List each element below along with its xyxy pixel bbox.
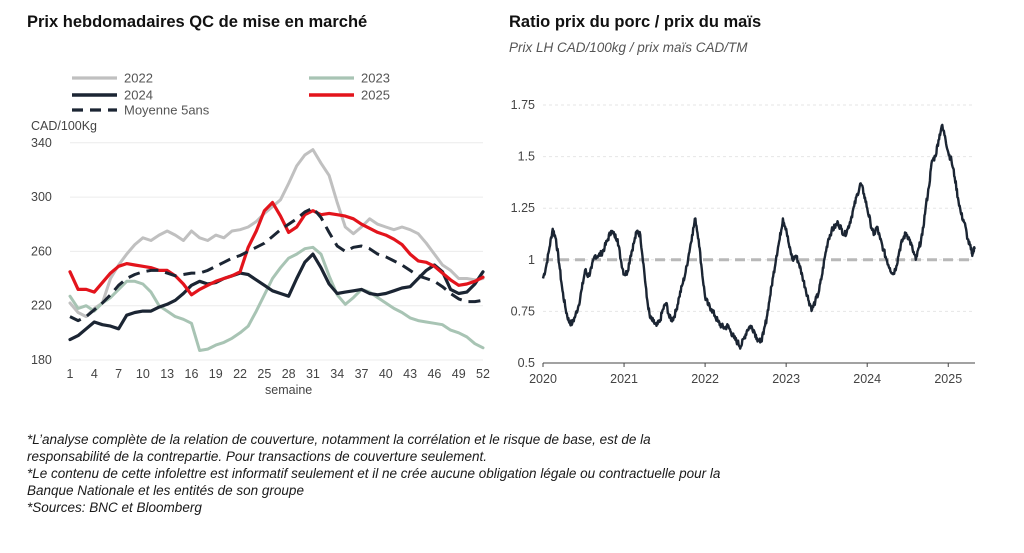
y-tick-label: 1.25 xyxy=(511,201,535,215)
x-tick-label: 31 xyxy=(306,367,320,381)
y-tick-label: 220 xyxy=(31,299,52,313)
x-tick-label: 2025 xyxy=(934,372,962,386)
legend-label: 2022 xyxy=(124,71,153,86)
x-tick-label: 19 xyxy=(209,367,223,381)
footnotes: *L’analyse complète de la relation de co… xyxy=(27,431,907,516)
y-tick-label: 180 xyxy=(31,353,52,367)
y-tick-label: 0.75 xyxy=(511,304,535,318)
y-tick-label: 1.75 xyxy=(511,98,535,112)
series-line-2025 xyxy=(68,200,485,297)
x-tick-label: 16 xyxy=(185,367,199,381)
footnote-line: *Le contenu de cette infolettre est info… xyxy=(27,466,721,481)
x-tick-label: 52 xyxy=(476,367,490,381)
x-tick-label: 4 xyxy=(91,367,98,381)
legend-label: 2025 xyxy=(361,88,390,103)
weekly-price-chart: 180 220 260 300 340 CAD/100Kg 1 4 7 10 13 16 19 22 25 2… xyxy=(31,71,490,398)
hog-corn-ratio-chart: 0.5 0.75 1 1.25 1.5 1.75 2020 2021 2022 2023 2024 2… xyxy=(511,98,976,386)
series-line-ratio xyxy=(541,123,976,350)
x-tick-label: 37 xyxy=(355,367,369,381)
x-tick-label: 46 xyxy=(427,367,441,381)
right-chart-subtitle: Prix LH CAD/100kg / prix maïs CAD/TM xyxy=(509,40,748,55)
x-tick-label: 34 xyxy=(330,367,344,381)
legend-label: Moyenne 5ans xyxy=(124,103,210,118)
x-tick-label: 2024 xyxy=(853,372,881,386)
series-line-2023 xyxy=(68,245,485,352)
x-tick-label: 2023 xyxy=(772,372,800,386)
footnote-line: *Sources: BNC et Bloomberg xyxy=(27,500,202,515)
footnote-line: *L’analyse complète de la relation de co… xyxy=(27,432,651,447)
x-axis-label: semaine xyxy=(265,383,312,397)
x-tick-label: 10 xyxy=(136,367,150,381)
x-tick-label: 25 xyxy=(257,367,271,381)
x-tick-label: 1 xyxy=(67,367,74,381)
series-line-moyenne-5ans xyxy=(69,206,484,323)
footnote-line: responsabilité de la contrepartie. Pour … xyxy=(27,449,488,464)
series-line-2024 xyxy=(68,252,485,342)
left-chart-title: Prix hebdomadaires QC de mise en marché xyxy=(27,13,368,31)
x-tick-label: 2021 xyxy=(610,372,638,386)
y-tick-label: 0.5 xyxy=(518,356,535,370)
y-tick-label: 1 xyxy=(528,253,535,267)
footnote-line: Banque Nationale et les entités de son g… xyxy=(27,483,304,498)
x-tick-label: 43 xyxy=(403,367,417,381)
y-tick-label: 340 xyxy=(31,136,52,150)
x-tick-label: 7 xyxy=(115,367,122,381)
y-axis-label: CAD/100Kg xyxy=(31,119,97,133)
x-tick-label: 2020 xyxy=(529,372,557,386)
legend-label: 2024 xyxy=(124,88,153,103)
right-chart-title: Ratio prix du porc / prix du maïs xyxy=(509,13,762,31)
x-tick-label: 49 xyxy=(452,367,466,381)
x-tick-label: 22 xyxy=(233,367,247,381)
legend-label: 2023 xyxy=(361,71,390,86)
x-tick-label: 13 xyxy=(160,367,174,381)
x-tick-label: 28 xyxy=(282,367,296,381)
x-tick-label: 40 xyxy=(379,367,393,381)
y-tick-label: 300 xyxy=(31,190,52,204)
series-line-2022 xyxy=(68,148,485,319)
x-tick-label: 2022 xyxy=(691,372,719,386)
y-tick-label: 1.5 xyxy=(518,150,535,164)
y-tick-label: 260 xyxy=(31,244,52,258)
